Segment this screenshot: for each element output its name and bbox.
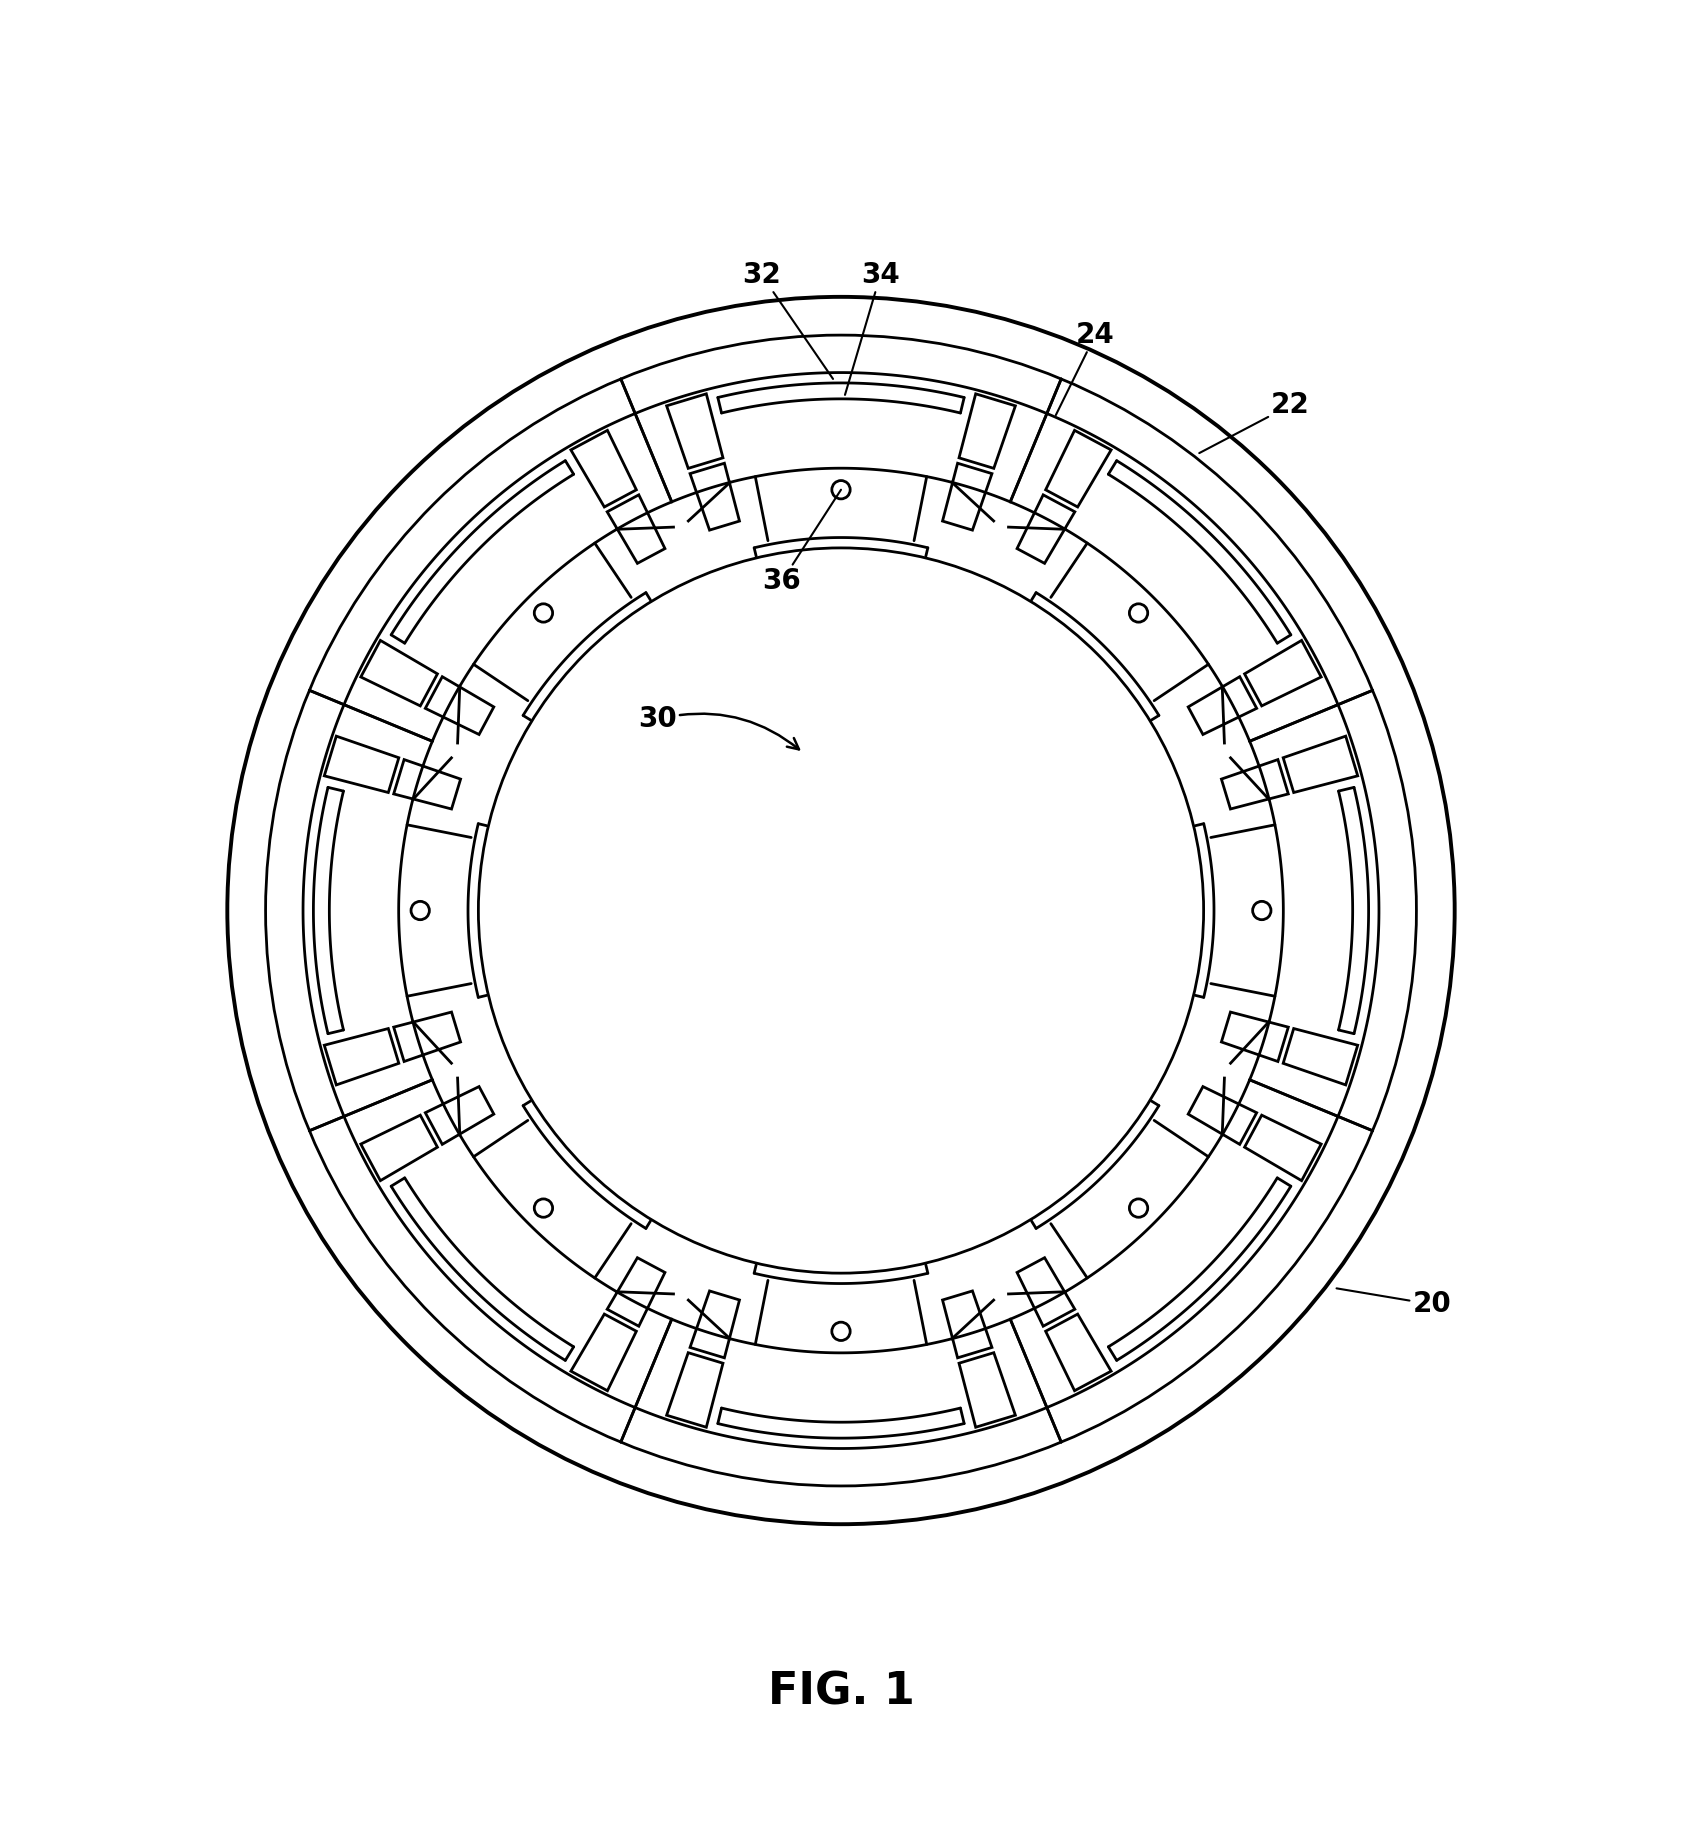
Text: 22: 22: [1199, 391, 1310, 454]
Text: 34: 34: [844, 261, 900, 395]
Text: 30: 30: [637, 705, 799, 749]
Text: 24: 24: [1056, 321, 1115, 415]
Text: FIG. 1: FIG. 1: [767, 1670, 915, 1714]
Text: 36: 36: [762, 490, 841, 595]
Text: 32: 32: [742, 261, 833, 378]
Text: 20: 20: [1337, 1288, 1452, 1319]
